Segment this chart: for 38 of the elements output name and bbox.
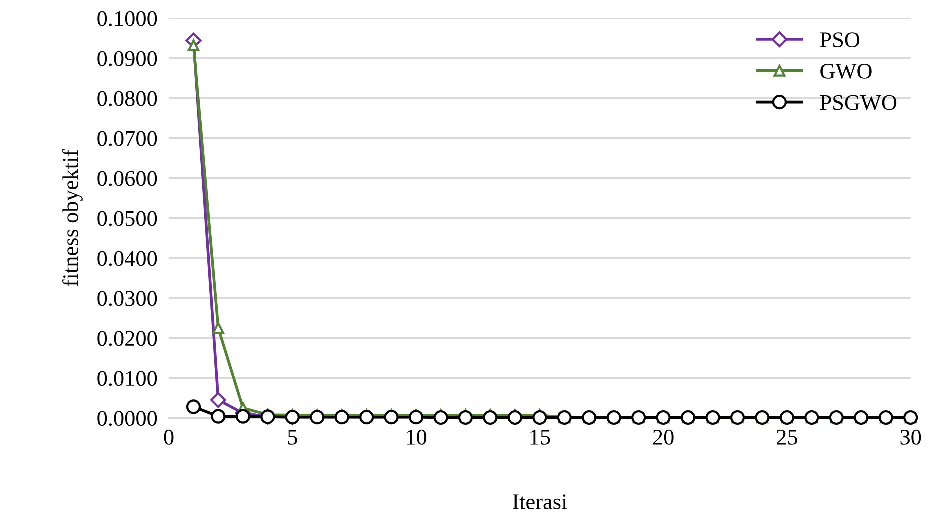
point bbox=[310, 410, 325, 425]
legend-label: PSO bbox=[820, 32, 860, 48]
y-tick-label: 0.0800 bbox=[98, 91, 158, 106]
y-tick-label: 0.0700 bbox=[98, 131, 158, 146]
legend-label: GWO bbox=[820, 64, 872, 80]
y-tick-label: 0.0500 bbox=[98, 211, 158, 226]
point bbox=[186, 400, 202, 414]
x-axis-title: Iterasi bbox=[512, 494, 568, 510]
point bbox=[458, 410, 474, 426]
legend-label: PSGWO bbox=[820, 95, 897, 110]
point bbox=[236, 409, 250, 424]
y-tick-label: 0.0300 bbox=[98, 291, 158, 306]
point bbox=[212, 322, 224, 334]
point bbox=[360, 410, 374, 425]
y-tick-label: 0.0400 bbox=[98, 251, 158, 266]
y-tick-label: 0.0200 bbox=[98, 331, 158, 346]
y-tick-label: 0.1000 bbox=[98, 11, 158, 26]
point bbox=[408, 410, 424, 425]
point bbox=[334, 410, 350, 425]
x-tick-label: 30 bbox=[900, 430, 922, 445]
y-tick-label: 0.0900 bbox=[98, 51, 158, 66]
y-tick-label: 0.0000 bbox=[98, 411, 158, 426]
point bbox=[508, 410, 522, 426]
x-tick-label: 20 bbox=[653, 430, 674, 445]
point bbox=[483, 410, 498, 426]
x-tick-label: 15 bbox=[530, 430, 550, 445]
x-tick-label: 5 bbox=[288, 430, 298, 445]
y-tick-label: 0.0100 bbox=[98, 371, 158, 386]
x-tick-label: 10 bbox=[407, 430, 427, 445]
point bbox=[434, 410, 448, 426]
y-tick-label: 0.0600 bbox=[98, 171, 158, 186]
point bbox=[210, 392, 226, 408]
x-tick-label: 25 bbox=[777, 430, 798, 445]
point bbox=[532, 410, 548, 426]
point bbox=[384, 410, 399, 425]
y-axis-title: fitness obyektif bbox=[62, 149, 83, 286]
x-tick-label: 0 bbox=[164, 430, 174, 445]
point bbox=[211, 409, 226, 424]
